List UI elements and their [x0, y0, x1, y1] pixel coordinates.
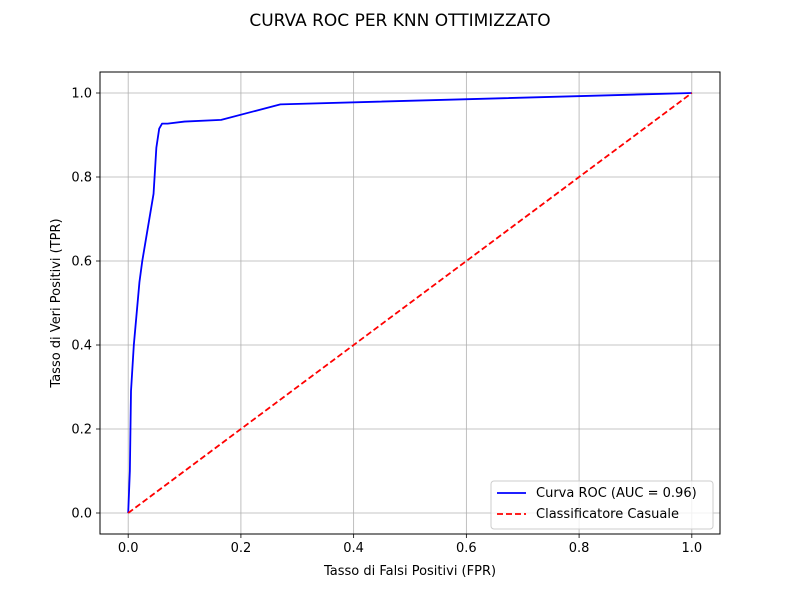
y-tick-label: 0.6: [71, 255, 92, 270]
legend-label-random: Classificatore Casuale: [536, 507, 679, 522]
y-axis-label: Tasso di Veri Positivi (TPR): [49, 218, 64, 388]
y-tick-label: 0.2: [71, 423, 92, 438]
x-tick-label: 1.0: [681, 541, 702, 556]
x-tick-label: 0.8: [569, 541, 590, 556]
x-axis-label: Tasso di Falsi Positivi (FPR): [323, 564, 496, 579]
y-tick-label: 0.8: [71, 171, 92, 186]
y-tick-label: 0.0: [71, 507, 92, 522]
roc-curve-line: [127, 92, 692, 514]
legend-label-roc: Curva ROC (AUC = 0.96): [536, 486, 697, 501]
legend-box: [490, 480, 714, 530]
plot-frame: [99, 71, 721, 535]
x-tick-label: 0.2: [231, 541, 252, 556]
x-tick-label: 0.0: [118, 541, 139, 556]
x-tick-label: 0.4: [343, 541, 364, 556]
random-classifier-line: [127, 92, 693, 514]
legend: Curva ROC (AUC = 0.96) Classificatore Ca…: [490, 480, 714, 530]
grid: [100, 72, 720, 534]
y-tick-label: 0.4: [71, 339, 92, 354]
chart-title: CURVA ROC PER KNN OTTIMIZZATO: [249, 11, 550, 31]
x-tick-label: 0.6: [456, 541, 477, 556]
series-layer: [127, 92, 693, 514]
tick-layer: 0.0 0.2 0.4 0.6 0.8 1.0 0.0 0.2 0.4 0.6 0.8 1.0: [71, 87, 702, 557]
y-tick-label: 1.0: [71, 87, 92, 102]
